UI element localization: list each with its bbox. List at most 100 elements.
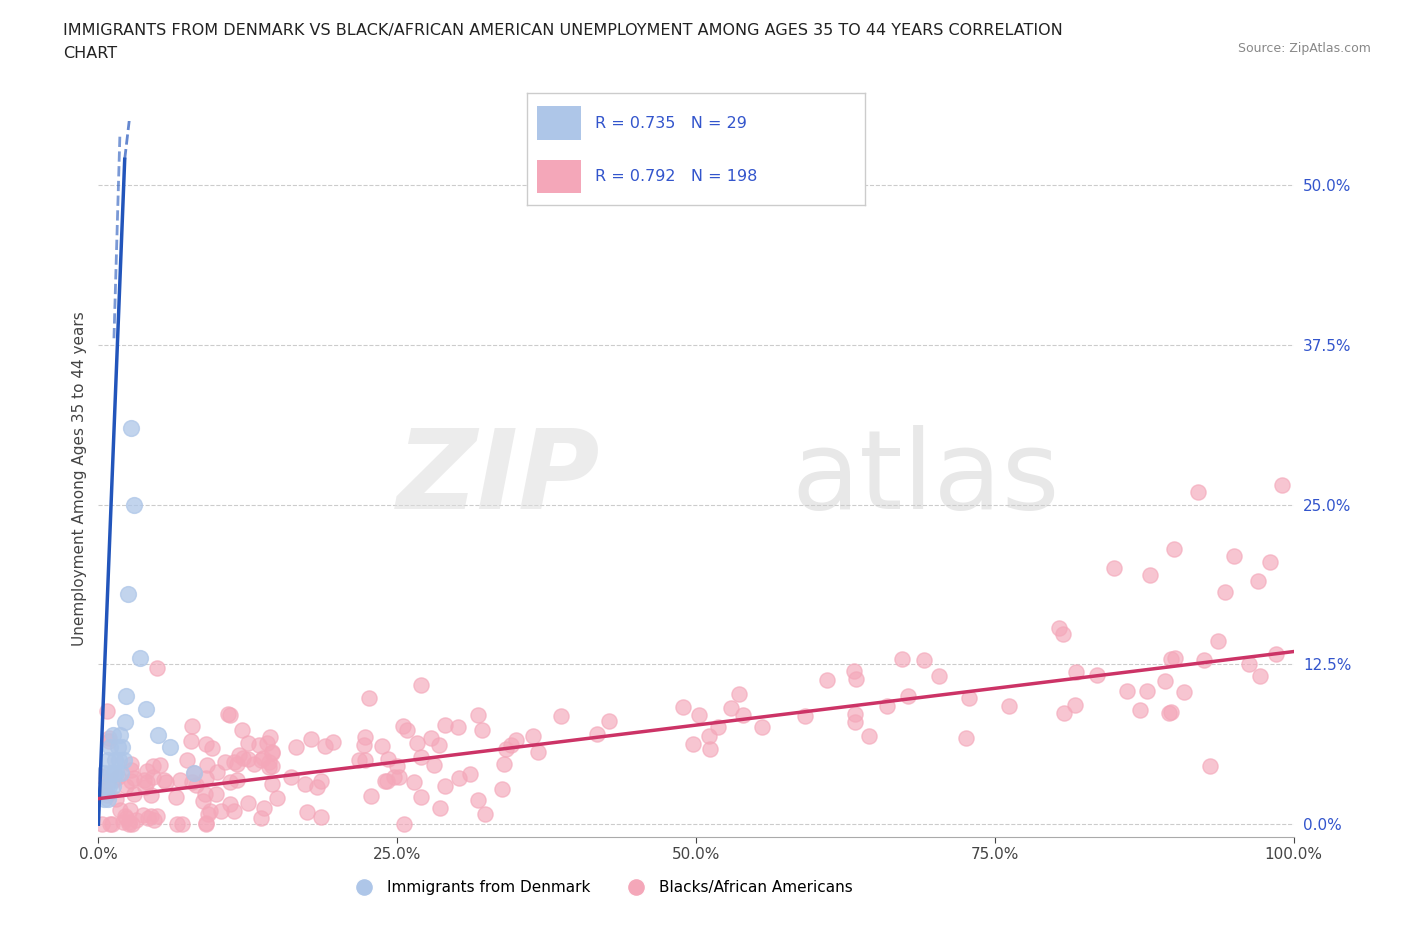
Point [118,803,141,817]
Point [382,770,405,785]
Point [1129,703,1152,718]
Text: R = 0.735   N = 29: R = 0.735 N = 29 [595,115,747,130]
Point [91,817,114,831]
Point [252,751,274,765]
Point [226,756,249,771]
Point [209,804,232,818]
Point [96,778,118,793]
Point [97,753,120,768]
Point [284,739,307,754]
Point [118,817,141,831]
Point [114,809,136,824]
Point [1163,542,1185,557]
Point [411,677,433,692]
Point [1160,652,1182,667]
Point [93,791,115,806]
Text: Source: ZipAtlas.com: Source: ZipAtlas.com [1237,42,1371,55]
Point [214,754,236,769]
Point [522,729,544,744]
Point [132,773,155,788]
Point [93,784,115,799]
Point [120,756,142,771]
Point [793,709,815,724]
Point [110,803,132,817]
Point [122,770,145,785]
Point [231,723,253,737]
Point [142,758,165,773]
Point [198,804,221,818]
Point [311,774,333,789]
Bar [537,160,581,193]
Point [262,758,284,773]
Point [122,787,145,802]
Point [134,780,156,795]
Point [928,669,950,684]
Point [194,787,217,802]
Point [699,742,721,757]
Point [256,736,278,751]
Point [183,765,205,780]
Point [260,746,283,761]
Point [458,766,481,781]
Point [101,727,124,742]
Point [169,772,191,787]
Point [598,713,620,728]
Point [433,778,456,793]
Point [1064,698,1087,712]
Point [149,758,172,773]
Point [97,791,120,806]
Point [218,797,240,812]
Point [101,778,124,793]
Point [1052,627,1074,642]
Text: CHART: CHART [63,46,117,61]
Point [409,790,432,804]
Point [586,726,609,741]
Point [166,817,188,831]
Point [447,720,470,735]
Point [1163,651,1185,666]
Point [139,809,162,824]
Point [1154,674,1177,689]
Point [385,758,408,773]
Point [360,789,382,804]
Point [471,723,494,737]
Point [429,801,451,816]
Point [90,769,112,784]
Point [957,691,980,706]
Point [311,809,333,824]
Point [955,731,977,746]
Point [110,765,132,780]
Point [550,709,572,724]
Point [104,791,127,806]
Point [98,765,122,780]
Point [98,817,121,831]
Point [1206,633,1229,648]
Point [842,663,865,678]
Point [294,777,316,791]
Point [247,737,270,752]
Point [129,651,152,666]
Point [195,758,218,773]
Point [228,748,250,763]
Point [146,809,169,824]
Point [672,699,695,714]
Point [222,804,245,818]
Text: ZIP: ZIP [396,425,600,533]
Point [257,759,280,774]
Point [474,806,496,821]
Point [266,790,288,805]
Point [467,793,489,808]
Point [93,765,115,780]
Point [1085,668,1108,683]
Point [105,765,128,780]
Point [219,775,242,790]
Point [98,740,122,755]
Legend: Immigrants from Denmark, Blacks/African Americans: Immigrants from Denmark, Blacks/African … [342,874,859,901]
Text: IMMIGRANTS FROM DENMARK VS BLACK/AFRICAN AMERICAN UNEMPLOYMENT AMONG AGES 35 TO : IMMIGRANTS FROM DENMARK VS BLACK/AFRICAN… [63,23,1063,38]
Point [176,753,198,768]
Point [135,764,157,778]
Point [107,770,129,785]
Point [409,750,432,764]
Point [108,727,131,742]
Point [135,702,157,717]
